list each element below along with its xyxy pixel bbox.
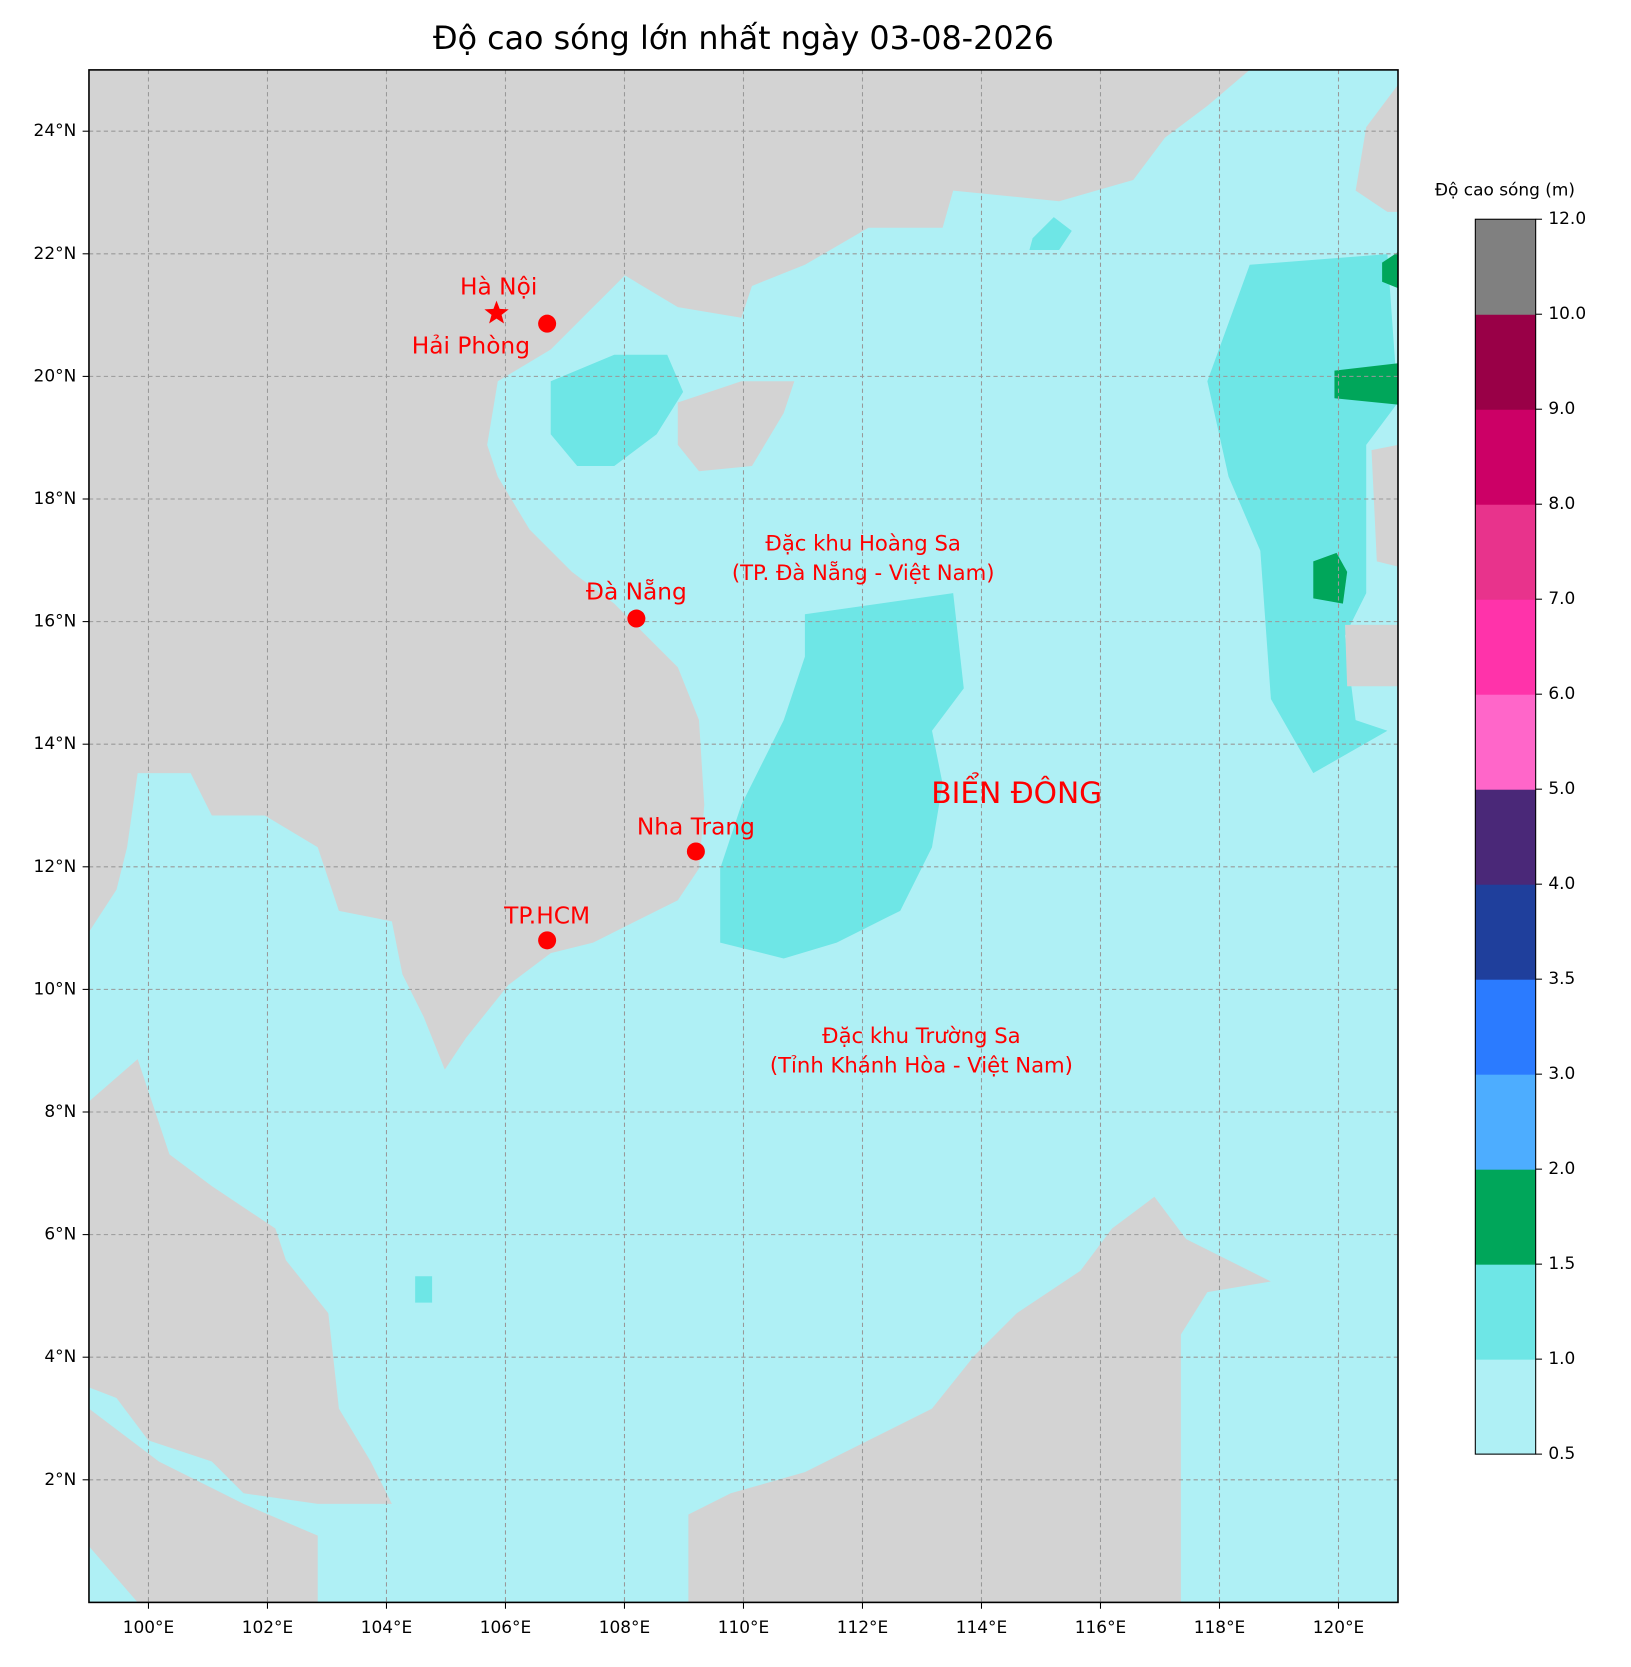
colorbar-tick-label: 5.0	[1548, 778, 1575, 798]
colorbar-tick-label: 7.0	[1548, 588, 1575, 608]
colorbar-segment	[1475, 219, 1536, 315]
region-label: (Tỉnh Khánh Hòa - Việt Nam)	[770, 1052, 1073, 1077]
city-marker	[538, 931, 557, 950]
x-tick-label: 102°E	[242, 1617, 294, 1637]
colorbar-segment	[1475, 694, 1536, 790]
colorbar-tick-label: 4.0	[1548, 873, 1575, 893]
y-tick-label: 18°N	[34, 488, 77, 508]
y-tick-label: 10°N	[34, 978, 77, 998]
y-tick-label: 24°N	[34, 120, 77, 140]
region-label: Đặc khu Hoàng Sa	[765, 530, 960, 555]
wave-zone	[550, 354, 684, 466]
y-tick-label: 16°N	[34, 611, 77, 631]
x-tick-label: 110°E	[718, 1617, 770, 1637]
y-tick-label: 2°N	[44, 1469, 76, 1489]
city-marker	[538, 314, 557, 333]
colorbar-tick-label: 12.0	[1548, 208, 1586, 228]
colorbar-tick-label: 1.0	[1548, 1348, 1575, 1368]
colorbar-label: Độ cao sóng (m)	[1435, 180, 1575, 200]
colorbar-tick-label: 2.0	[1548, 1158, 1575, 1178]
city-marker	[686, 842, 705, 861]
y-tick-label: 4°N	[44, 1346, 76, 1366]
colorbar-tick-label: 0.5	[1548, 1443, 1575, 1463]
colorbar-tick-label: 9.0	[1548, 398, 1575, 418]
wave-zone	[1382, 252, 1398, 289]
region-label: Đặc khu Trường Sa	[822, 1023, 1020, 1048]
land	[88, 1408, 318, 1603]
colorbar-segment	[1475, 504, 1536, 600]
y-tick-label: 6°N	[44, 1224, 76, 1244]
colorbar-tick-label: 8.0	[1548, 493, 1575, 513]
colorbar-tick-label: 3.5	[1548, 968, 1575, 988]
colorbar-segment	[1475, 1359, 1536, 1455]
colorbar-tick-label: 6.0	[1548, 683, 1575, 703]
city-label: TP.HCM	[503, 903, 590, 930]
land	[1371, 444, 1398, 567]
colorbar-segment	[1475, 789, 1536, 885]
colorbar-segment	[1475, 314, 1536, 410]
land	[688, 1196, 1271, 1603]
city-marker	[484, 300, 509, 324]
colorbar-segment	[1475, 979, 1536, 1075]
region-label: BIỂN ĐÔNG	[931, 770, 1102, 810]
x-tick-label: 112°E	[837, 1617, 889, 1637]
overlay: Hà Nội Hải Phòng Đà Nẵng Nha Trang TP.HCM Đặc…	[412, 273, 1102, 1077]
colorbar-tick-label: 10.0	[1548, 303, 1586, 323]
city-label: Hải Phòng	[412, 332, 530, 359]
colorbar-segment	[1475, 409, 1536, 505]
wave-zone	[1334, 363, 1398, 405]
colorbar-tick-label: 1.5	[1548, 1253, 1575, 1273]
land	[677, 381, 795, 472]
x-tick-label: 114°E	[956, 1617, 1008, 1637]
x-tick-label: 100°E	[123, 1617, 175, 1637]
colorbar-segment	[1475, 599, 1536, 695]
y-tick-label: 14°N	[34, 733, 77, 753]
land	[88, 69, 1250, 1070]
wave-zone	[415, 1276, 433, 1303]
city-label: Nha Trang	[637, 814, 755, 841]
y-tick-label: 22°N	[34, 243, 77, 263]
x-tick-label: 108°E	[599, 1617, 651, 1637]
x-tick-label: 120°E	[1313, 1617, 1365, 1637]
land	[88, 1059, 392, 1504]
city-label: Hà Nội	[460, 273, 537, 300]
colorbar-segment	[1475, 1169, 1536, 1265]
y-tick-label: 12°N	[34, 856, 77, 876]
x-tick-label: 104°E	[361, 1617, 412, 1637]
grid: 100°E 102°E 104°E 106°E 108°E 110°E 112°E 114°E…	[34, 69, 1398, 1637]
x-tick-label: 106°E	[480, 1617, 532, 1637]
colorbar-segment	[1475, 1074, 1536, 1170]
colorbar-tick-label: 3.0	[1548, 1063, 1575, 1083]
colorbar-segment	[1475, 884, 1536, 980]
city-marker	[627, 609, 646, 628]
land	[1345, 624, 1398, 687]
city-label: Đà Nẵng	[586, 578, 687, 606]
region-label: (TP. Đà Nẵng - Việt Nam)	[732, 560, 995, 585]
wave-zone	[1029, 217, 1072, 250]
land	[1355, 84, 1398, 212]
x-tick-label: 118°E	[1194, 1617, 1246, 1637]
colorbar-frame	[1474, 218, 1537, 1455]
title: Độ cao sóng lớn nhất ngày 03-08-2026	[433, 21, 1054, 57]
y-tick-label: 8°N	[44, 1101, 76, 1121]
y-tick-label: 20°N	[34, 365, 77, 385]
colorbar-segment	[1475, 1264, 1536, 1360]
x-tick-label: 116°E	[1075, 1617, 1126, 1637]
map-frame	[88, 69, 1399, 1604]
